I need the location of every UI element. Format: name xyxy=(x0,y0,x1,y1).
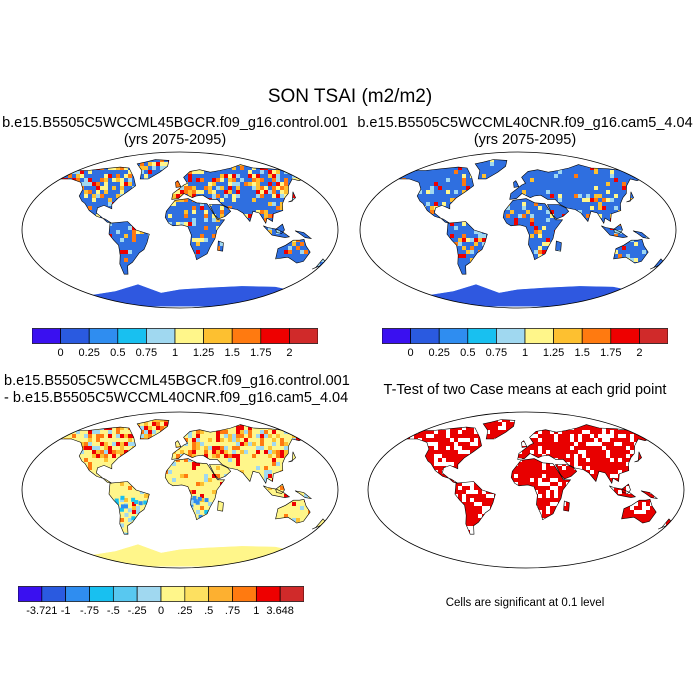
colorbar-swatch xyxy=(117,328,147,344)
colorbar-swatch xyxy=(136,586,162,602)
colorbar-tick-label: -.25 xyxy=(127,605,147,617)
colorbar-swatch xyxy=(208,586,233,602)
colorbar-tick-label: -3.721 xyxy=(26,605,58,617)
panel4-title: T-Test of two Case means at each grid po… xyxy=(350,382,700,399)
colorbar-tick-label: 1.25 xyxy=(192,347,215,359)
colorbar-swatch xyxy=(639,328,668,344)
colorbar-tick-label: 1 xyxy=(521,347,529,359)
colorbar-tick-label: 1.5 xyxy=(224,347,240,359)
colorbar-swatch xyxy=(112,586,138,602)
map-border xyxy=(367,411,685,569)
colorbar-swatch xyxy=(255,586,281,602)
colorbar-swatch xyxy=(146,328,176,344)
colorbar-swatch xyxy=(467,328,497,344)
coastlines xyxy=(59,419,327,535)
case1-colorbar: 0 0.25 0.5 0.75 1 1.25 1.5 1.75 2 xyxy=(32,328,318,362)
colorbar-tick-label: 2 xyxy=(286,347,293,359)
colorbar-tick-label: -.5 xyxy=(106,605,120,617)
colorbar-swatch xyxy=(231,328,262,344)
colorbar-tick-label: 1 xyxy=(253,605,260,617)
colorbar-swatch xyxy=(160,586,186,602)
colorbar-tick-label: 0.75 xyxy=(135,347,158,359)
colorbar-swatch xyxy=(18,586,43,602)
colorbar-swatch xyxy=(174,328,204,344)
colorbar-swatch xyxy=(89,586,114,602)
panel1-title-line2: (yrs 2075-2095) xyxy=(123,132,227,148)
map-border xyxy=(21,411,339,569)
colorbar-swatch xyxy=(410,328,440,344)
colorbar-tick-label: 1.5 xyxy=(574,347,590,359)
panel2-title: b.e15.B5505C5WCCML40CNR.f09_g16.cam5_4.0… xyxy=(350,115,700,149)
map-border xyxy=(21,151,339,309)
colorbar-swatch xyxy=(32,328,61,344)
colorbar-tick-label: 0 xyxy=(157,605,165,617)
case1-map xyxy=(21,151,339,309)
ttest-map xyxy=(367,411,685,569)
panel3-title-line1: b.e15.B5505C5WCCML45BGCR.f09_g16.control… xyxy=(4,373,350,389)
colorbar-tick-label: 1.25 xyxy=(542,347,565,359)
difference-map xyxy=(21,411,339,569)
colorbar-swatch xyxy=(553,328,583,344)
coastlines xyxy=(397,159,665,275)
colorbar-tick-label: 1.75 xyxy=(600,347,622,359)
colorbar-swatch xyxy=(279,586,304,602)
map-border xyxy=(359,151,677,309)
colorbar-tick-label: -.75 xyxy=(80,605,99,617)
colorbar-swatch xyxy=(524,328,554,344)
colorbar-tick-label: -1 xyxy=(60,605,71,617)
colorbar-tick-label: 0.75 xyxy=(485,347,508,359)
colorbar-tick-label: 0 xyxy=(407,347,414,359)
colorbar-swatch xyxy=(581,328,612,344)
panel1-title-line1: b.e15.B5505C5WCCML45BGCR.f09_g16.control… xyxy=(2,115,348,131)
colorbar-swatch xyxy=(260,328,290,344)
panel1-title: b.e15.B5505C5WCCML45BGCR.f09_g16.control… xyxy=(0,115,350,149)
colorbar-swatch xyxy=(496,328,526,344)
colorbar-swatch xyxy=(184,586,210,602)
colorbar-swatch xyxy=(382,328,411,344)
panel2-title-line2: (yrs 2075-2095) xyxy=(473,132,577,148)
panel3-title-line2: - b.e15.B5505C5WCCML40CNR.f09_g16.cam5_4… xyxy=(4,390,349,406)
figure-title: SON TSAI (m2/m2) xyxy=(267,86,433,107)
colorbar-tick-label: .25 xyxy=(177,605,193,617)
colorbar-swatch xyxy=(88,328,119,344)
colorbar-swatch xyxy=(65,586,90,602)
colorbar-tick-label: 1.75 xyxy=(250,347,272,359)
panel2-title-line1: b.e15.B5505C5WCCML40CNR.f09_g16.cam5_4.0… xyxy=(357,115,693,131)
difference-colorbar: -3.721 -1 -.75 -.5 -.25 0 .25 .5 .75 1 3.648 xyxy=(18,586,304,620)
colorbar-swatch xyxy=(232,586,257,602)
colorbar-swatch xyxy=(41,586,67,602)
colorbar-tick-label: 0 xyxy=(57,347,64,359)
colorbar-tick-label: 0.25 xyxy=(78,347,100,359)
colorbar-tick-label: .5 xyxy=(204,605,214,617)
case2-map xyxy=(359,151,677,309)
coastlines xyxy=(59,159,327,275)
colorbar-swatch xyxy=(610,328,640,344)
colorbar-tick-label: 0.5 xyxy=(110,347,126,359)
ttest-footnote: Cells are significant at 0.1 level xyxy=(445,597,605,609)
colorbar-tick-label: 2 xyxy=(636,347,643,359)
colorbar-tick-label: 0.25 xyxy=(428,347,450,359)
colorbar-tick-label: .75 xyxy=(224,605,241,617)
colorbar-swatch xyxy=(289,328,318,344)
case2-colorbar: 0 0.25 0.5 0.75 1 1.25 1.5 1.75 2 xyxy=(382,328,668,362)
coastlines xyxy=(405,419,673,535)
panel4-title-line1: T-Test of two Case means at each grid po… xyxy=(383,382,667,398)
panel3-title: b.e15.B5505C5WCCML45BGCR.f09_g16.control… xyxy=(4,373,350,407)
colorbar-swatch xyxy=(438,328,469,344)
colorbar-tick-label: 1 xyxy=(171,347,179,359)
colorbar-tick-label: 3.648 xyxy=(266,605,294,617)
colorbar-swatch xyxy=(60,328,90,344)
colorbar-swatch xyxy=(203,328,233,344)
colorbar-tick-label: 0.5 xyxy=(460,347,476,359)
